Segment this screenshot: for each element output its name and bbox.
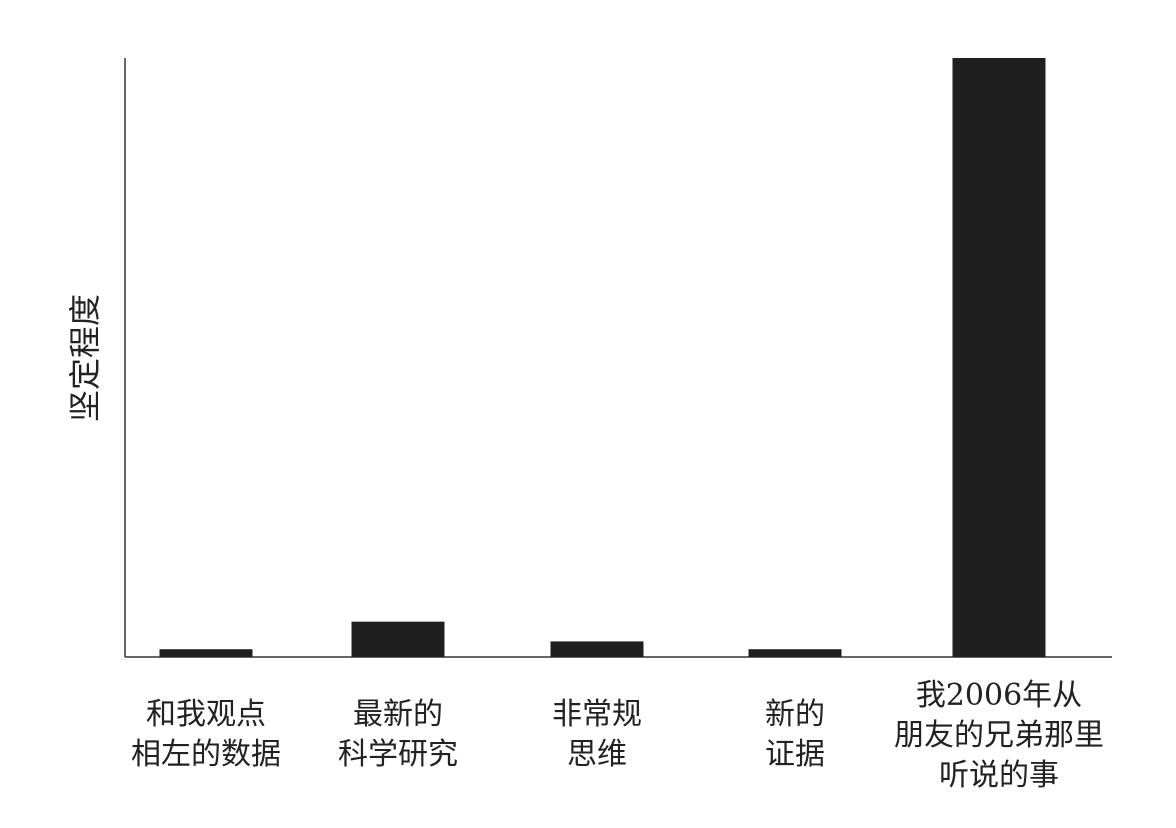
bar-3 (550, 641, 644, 657)
x-tick-label-line: 相左的数据 (131, 737, 281, 772)
x-tick-label-line: 和我观点 (146, 697, 266, 732)
x-tick-label-line: 最新的 (353, 697, 443, 732)
x-tick-labels: 和我观点相左的数据最新的科学研究非常规思维新的证据我2006年从朋友的兄弟那里听… (131, 678, 1104, 793)
x-tick-label-1: 和我观点相左的数据 (131, 697, 281, 772)
bar-4 (748, 649, 842, 657)
x-tick-label-4: 新的证据 (765, 697, 825, 772)
x-tick-label-line: 证据 (765, 737, 825, 772)
x-tick-label-2: 最新的科学研究 (338, 697, 458, 772)
bar-1 (159, 649, 253, 657)
x-tick-label-line: 思维 (567, 737, 627, 772)
x-tick-label-line: 新的 (765, 697, 825, 732)
bar-5 (952, 58, 1046, 657)
x-tick-label-5: 我2006年从朋友的兄弟那里听说的事 (894, 678, 1104, 793)
x-tick-label-line: 我2006年从 (916, 678, 1082, 713)
x-tick-label-3: 非常规思维 (552, 697, 642, 772)
x-tick-label-line: 科学研究 (338, 737, 458, 772)
bars (159, 58, 1046, 657)
x-tick-label-line: 非常规 (552, 697, 642, 732)
bar-2 (351, 621, 445, 657)
x-tick-label-line: 听说的事 (939, 758, 1059, 793)
x-tick-label-line: 朋友的兄弟那里 (894, 718, 1104, 753)
y-axis-label: 坚定程度 (66, 294, 104, 422)
